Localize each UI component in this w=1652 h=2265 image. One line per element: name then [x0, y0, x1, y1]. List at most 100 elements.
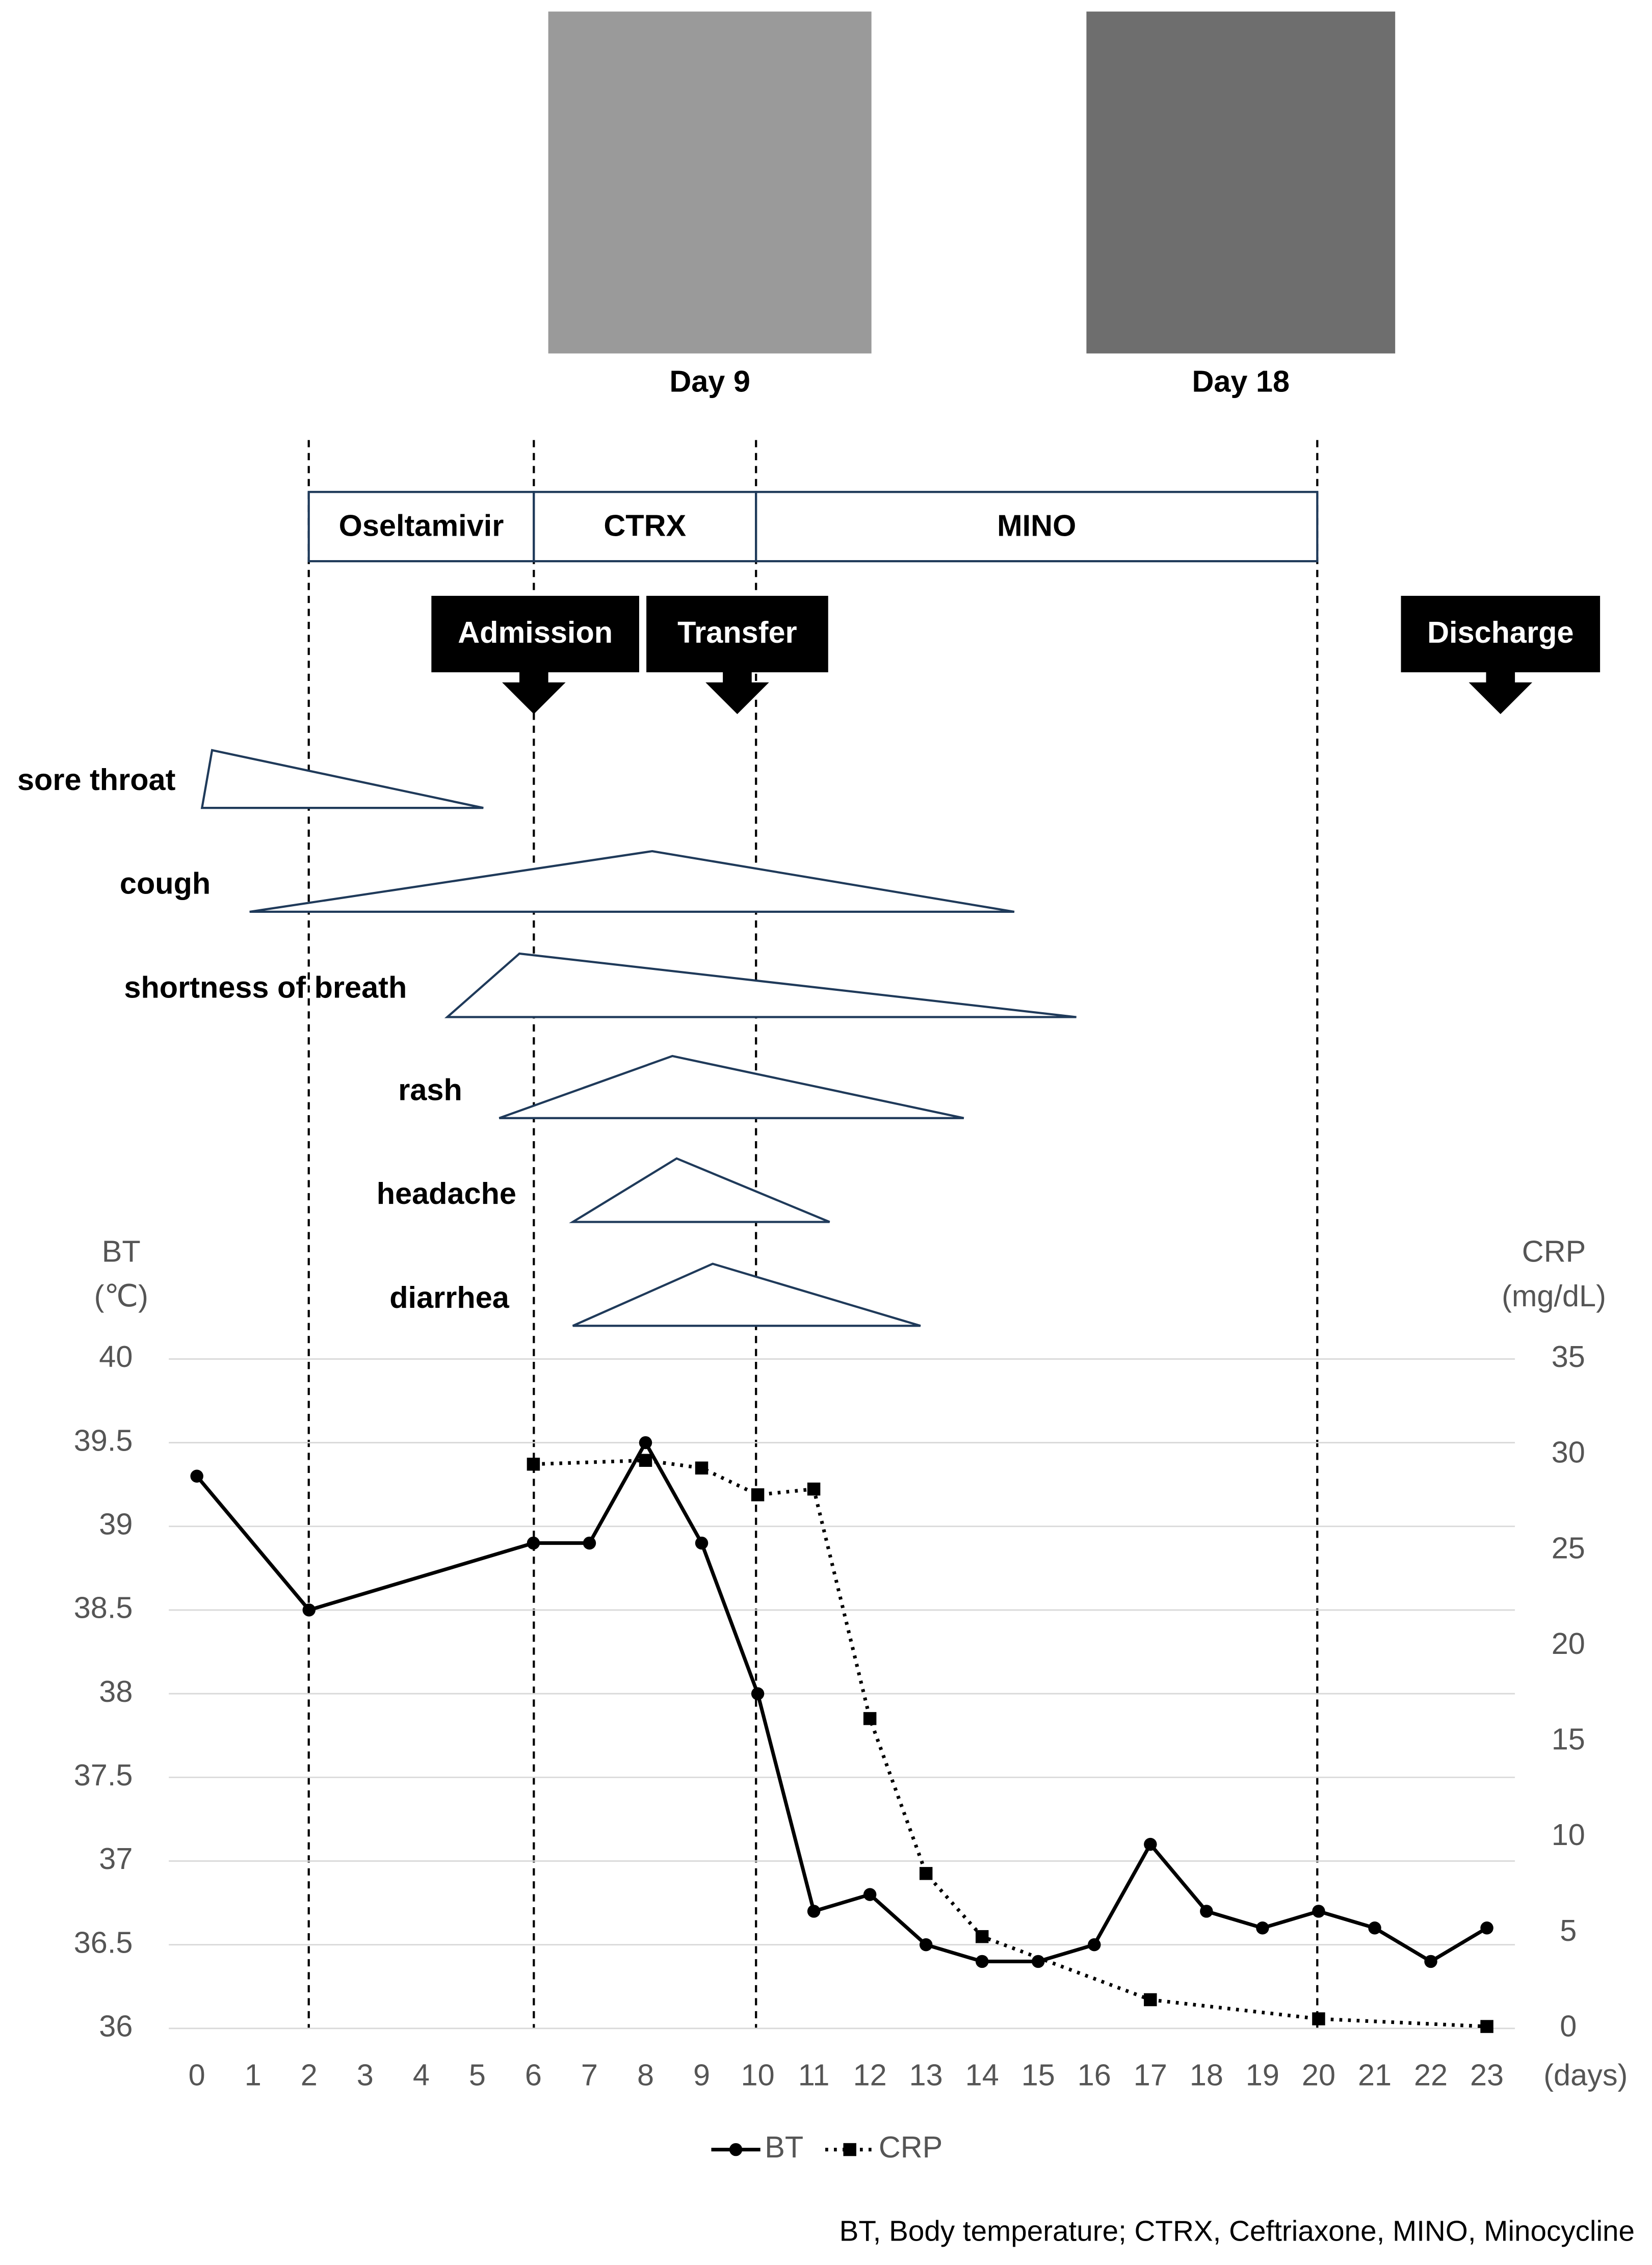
data-point [1256, 1921, 1269, 1935]
data-point [695, 1461, 709, 1475]
y2-tick-label: 20 [1552, 1626, 1585, 1661]
data-point [1480, 1921, 1493, 1935]
y2-tick-label: 5 [1560, 1913, 1577, 1947]
data-point [975, 1930, 989, 1943]
x-tick-label: 17 [1134, 2058, 1167, 2092]
event-box [646, 596, 828, 673]
x-tick-label: 4 [413, 2058, 430, 2092]
x-tick-label: 19 [1246, 2058, 1279, 2092]
x-tick-label: 6 [525, 2058, 542, 2092]
y2-tick-label: 0 [1560, 2009, 1577, 2043]
x-tick-label: 20 [1302, 2058, 1335, 2092]
x-axis-label: (days) [1543, 2058, 1628, 2092]
footnote: BT, Body temperature; CTRX, Ceftriaxone,… [840, 2215, 1635, 2247]
y-tick-label: 38 [99, 1674, 133, 1708]
x-tick-label: 7 [581, 2058, 598, 2092]
symptom-course [249, 850, 1015, 913]
y2-tick-label: 10 [1552, 1818, 1585, 1852]
data-point [1200, 1905, 1213, 1918]
data-point [527, 1536, 540, 1550]
x-tick-label: 3 [357, 2058, 374, 2092]
data-point [1368, 1921, 1381, 1935]
data-line [195, 1439, 1488, 1964]
y2-tick-label: 35 [1552, 1339, 1585, 1374]
symptom-label: headache [377, 1176, 516, 1210]
event-box [1401, 596, 1601, 673]
data-point [863, 1712, 877, 1725]
y-tick-label: 38.5 [74, 1591, 133, 1625]
xray-image [1086, 11, 1396, 354]
y2-axis-label: (mg/dL) [1502, 1279, 1606, 1313]
treatment-label: MINO [997, 509, 1076, 543]
treatment-box [755, 491, 1319, 563]
event-label: Discharge [1427, 615, 1574, 649]
x-tick-label: 0 [189, 2058, 205, 2092]
x-tick-label: 21 [1358, 2058, 1392, 2092]
x-tick-label: 18 [1190, 2058, 1223, 2092]
treatment-label: CTRX [604, 509, 686, 543]
data-line [533, 1458, 1487, 2029]
treatment-box [533, 491, 757, 563]
y2-axis-label: CRP [1522, 1234, 1586, 1268]
symptom-course [569, 1157, 830, 1223]
symptom-label: cough [120, 866, 211, 901]
data-point [751, 1488, 765, 1502]
x-tick-label: 16 [1078, 2058, 1111, 2092]
y2-tick-label: 15 [1552, 1722, 1585, 1756]
legend-marker [729, 2143, 743, 2156]
y2-tick-label: 25 [1552, 1531, 1585, 1565]
data-point [639, 1454, 652, 1467]
data-point [695, 1536, 709, 1550]
event-arrow-stem [723, 671, 752, 684]
x-tick-label: 22 [1414, 2058, 1448, 2092]
symptom-course [499, 1055, 964, 1119]
x-tick-label: 14 [965, 2058, 999, 2092]
symptom-label: diarrhea [389, 1280, 510, 1314]
data-point [751, 1687, 765, 1700]
data-point [919, 1938, 933, 1952]
symptom-course [572, 1262, 921, 1327]
x-tick-label: 13 [909, 2058, 943, 2092]
y-tick-label: 40 [99, 1339, 133, 1374]
data-point [863, 1888, 877, 1901]
data-point [1312, 1905, 1325, 1918]
x-tick-label: 10 [741, 2058, 775, 2092]
image-caption: Day 18 [1192, 364, 1290, 399]
legend-label: CRP [879, 2130, 943, 2164]
event-label: Admission [458, 615, 613, 649]
x-tick-label: 9 [693, 2058, 710, 2092]
y-tick-label: 37 [99, 1841, 133, 1876]
y-tick-label: 39.5 [74, 1423, 133, 1457]
x-tick-label: 1 [245, 2058, 261, 2092]
y-tick-label: 36.5 [74, 1925, 133, 1959]
data-point [807, 1482, 821, 1496]
image-caption: Day 9 [669, 364, 750, 399]
event-arrow-stem [519, 671, 548, 684]
event-label: Transfer [677, 615, 797, 649]
x-tick-label: 12 [853, 2058, 887, 2092]
symptom-label: shortness of breath [124, 970, 407, 1004]
y-axis-label: (℃) [94, 1279, 148, 1313]
event-arrow [1469, 682, 1533, 715]
symptom-course [200, 749, 484, 809]
event-arrow [705, 682, 769, 715]
data-point [1312, 2012, 1325, 2025]
data-point [1032, 1955, 1045, 1968]
y-tick-label: 39 [99, 1507, 133, 1541]
y-tick-label: 37.5 [74, 1758, 133, 1792]
data-point [190, 1469, 203, 1483]
data-point [1480, 2020, 1493, 2033]
xray-image [548, 11, 872, 354]
data-point [919, 1867, 933, 1880]
data-point [527, 1458, 540, 1471]
x-tick-label: 11 [798, 2058, 830, 2092]
data-point [1088, 1938, 1101, 1952]
data-point [975, 1955, 989, 1968]
y-axis-label: BT [102, 1234, 141, 1268]
x-tick-label: 2 [301, 2058, 318, 2092]
event-arrow [502, 682, 566, 715]
x-tick-label: 5 [469, 2058, 486, 2092]
legend-label: BT [765, 2130, 803, 2164]
data-point [1144, 1837, 1157, 1851]
